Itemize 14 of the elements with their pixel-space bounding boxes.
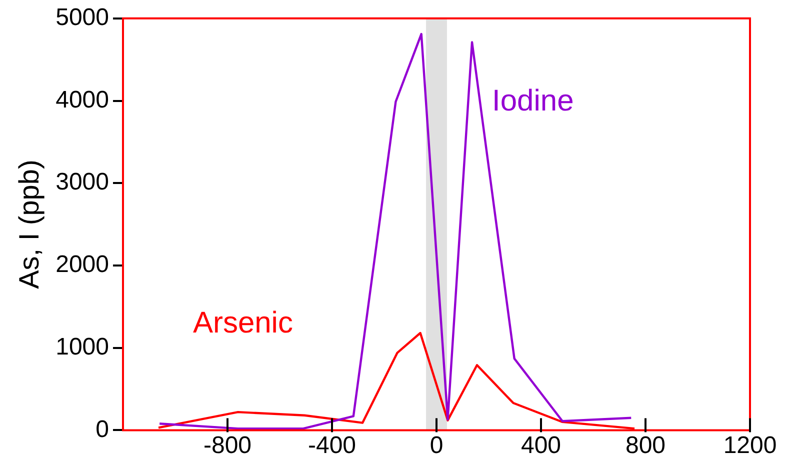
x-tick-label: 800 (625, 432, 666, 460)
x-tick-label: 0 (430, 432, 444, 460)
y-tick-label: 2000 (56, 251, 109, 278)
y-tick-label: 5000 (56, 4, 109, 32)
y-axis-title: As, I (ppb) (14, 160, 45, 289)
series-label: Iodine (492, 84, 574, 118)
y-tick-label: 1000 (56, 333, 109, 360)
text: Arsenic (192, 306, 293, 340)
x-tick-label: -400 (308, 432, 356, 460)
y-tick-label: 4000 (56, 86, 109, 114)
x-tick-label: -800 (203, 432, 252, 460)
x-tick-label: 400 (520, 432, 562, 460)
x-tick-label: 1200 (723, 432, 777, 460)
y-tick-label: 3000 (56, 168, 109, 196)
